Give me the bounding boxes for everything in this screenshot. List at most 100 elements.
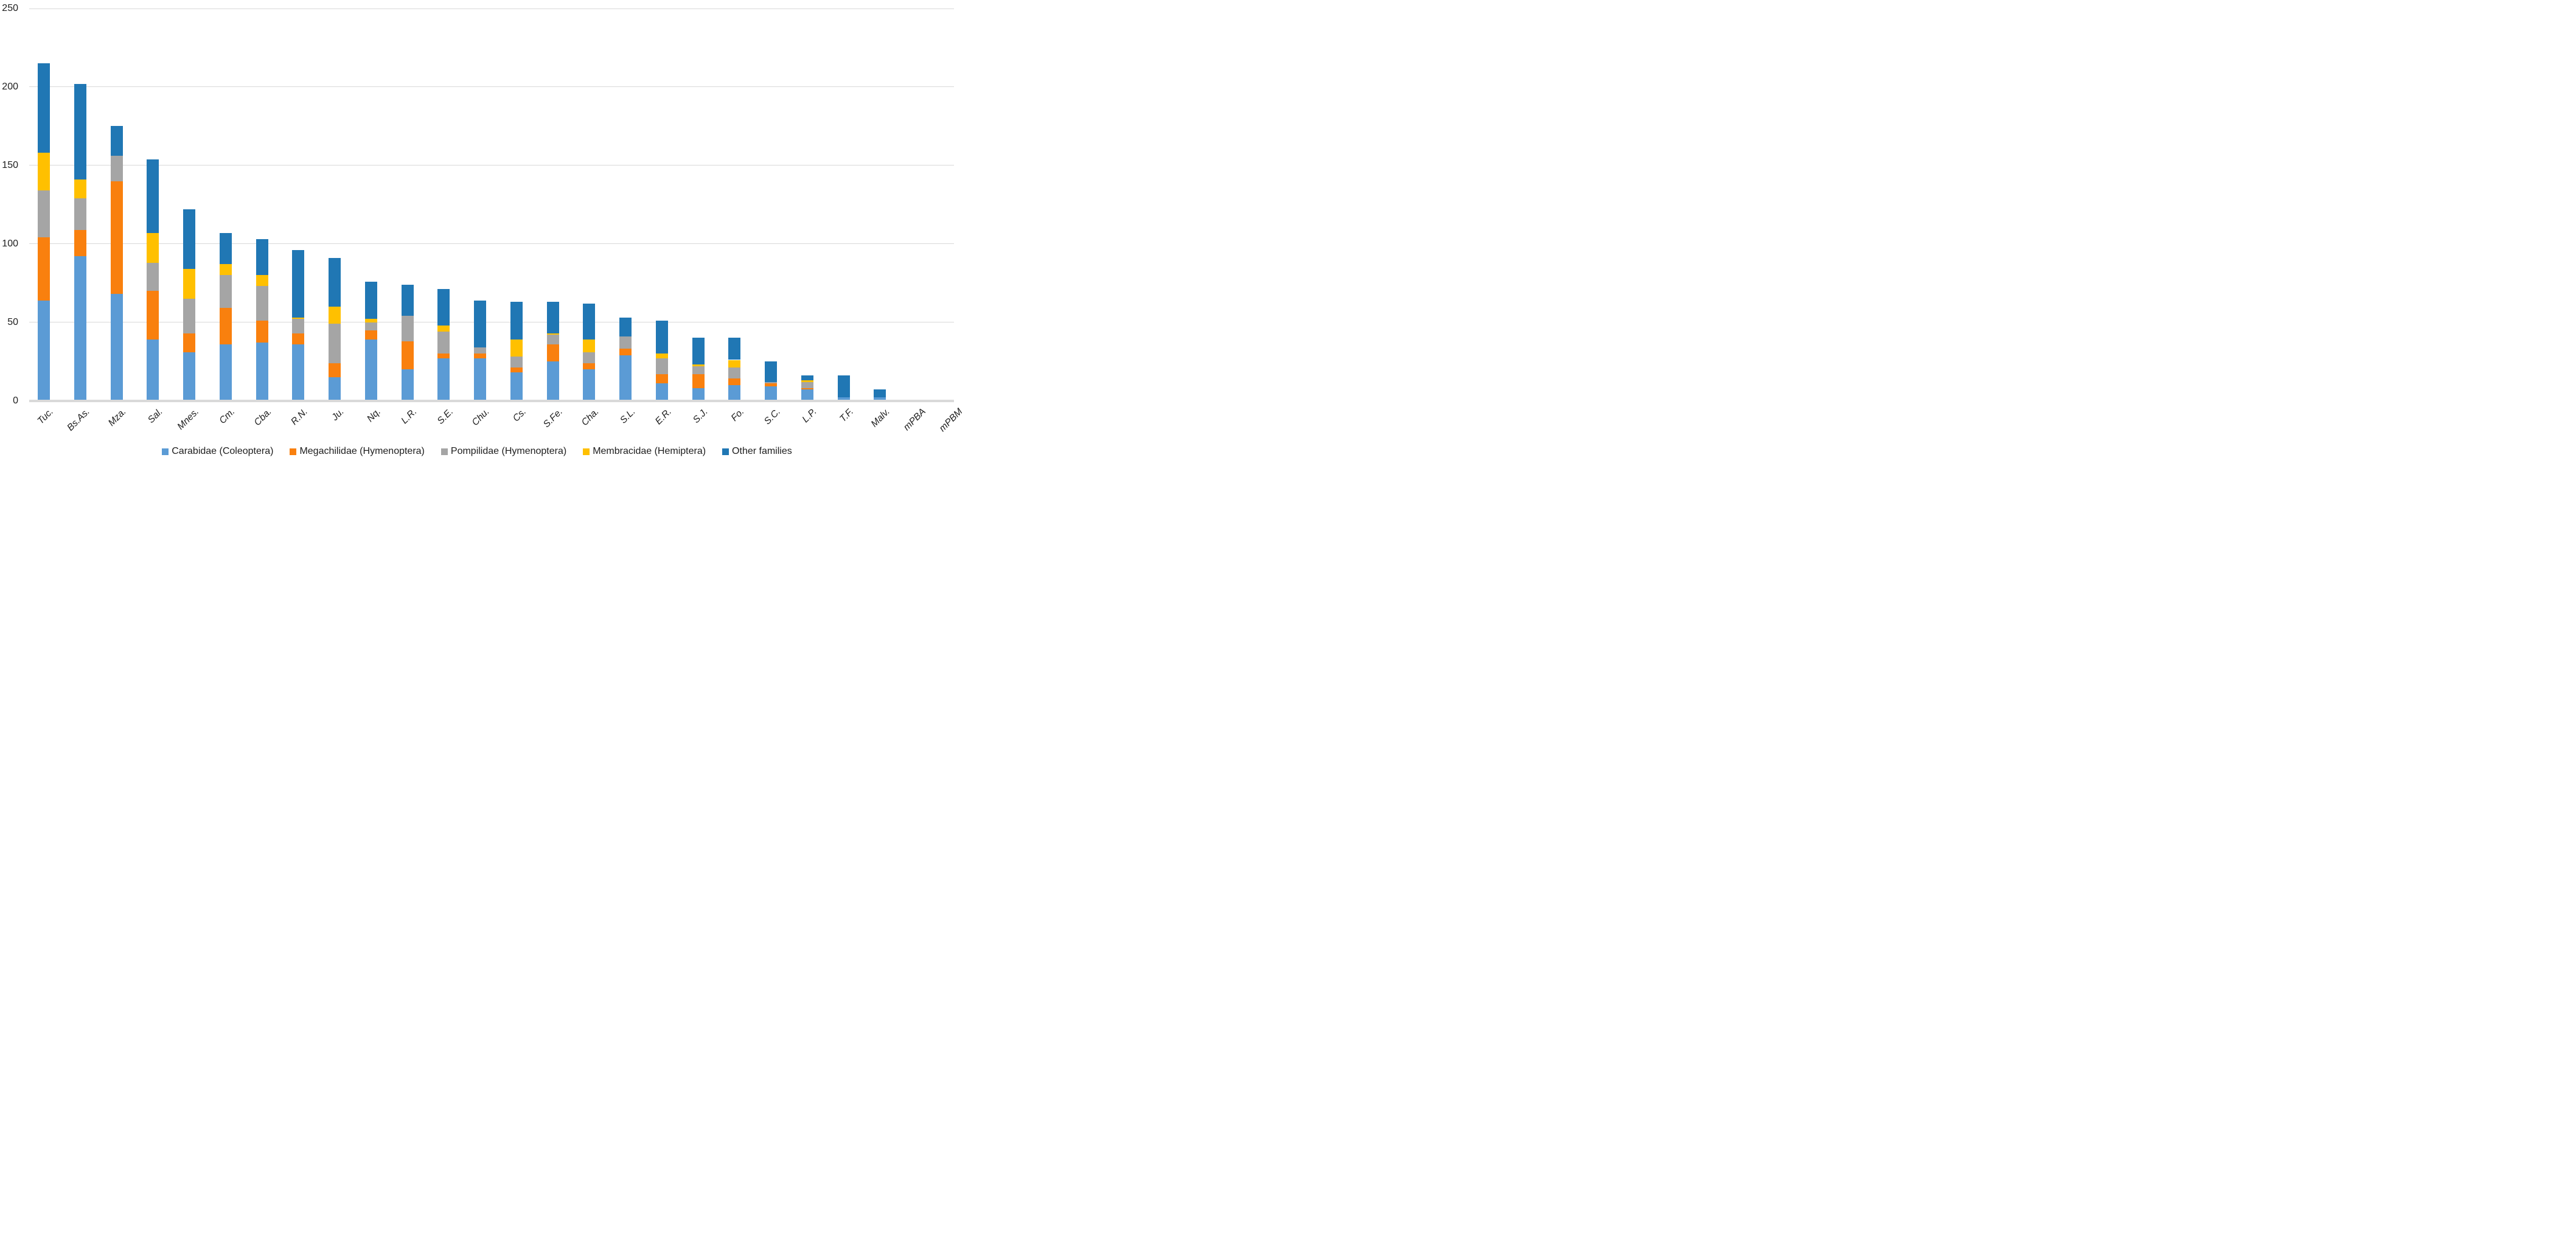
segment-membracidae [583,339,596,352]
segment-megachilidae [329,363,341,377]
bar-mpbm [947,0,959,401]
segment-pompilidae [728,367,741,379]
segment-membracidae [801,380,813,382]
x-axis-label: L.R. [399,406,419,427]
segment-other [219,232,232,265]
x-axis-label: S.C. [762,406,783,427]
legend: Carabidae (Coleoptera) Megachilidae (Hyme… [0,446,954,457]
segment-megachilidae [74,229,86,257]
x-axis-label: S.E. [435,406,456,427]
segment-other [692,338,705,365]
x-axis-label: Tuc. [35,406,56,427]
x-axis-label: Nq. [364,406,383,425]
segment-megachilidae [110,181,123,294]
x-axis-label: E.R. [653,406,674,427]
legend-swatch-icon [440,448,448,455]
segment-other [110,126,123,156]
segment-pompilidae [183,298,196,333]
segment-carabidae [583,369,596,401]
segment-membracidae [38,153,50,191]
x-axis-label: S.J. [691,406,710,425]
segment-carabidae [183,352,196,401]
segment-membracidae [728,360,741,368]
gridline-200 [29,86,954,88]
y-tick-label: 50 [7,316,18,327]
segment-carabidae [474,358,487,401]
segment-pompilidae [437,332,450,354]
segment-megachilidae [292,333,305,344]
segment-other [329,257,341,307]
legend-swatch-icon [583,448,590,455]
segment-megachilidae [655,374,668,384]
segment-pompilidae [364,322,377,330]
segment-megachilidae [801,388,813,390]
x-axis-label: Cs. [510,406,528,424]
bar-sj [692,0,705,401]
segment-pompilidae [401,316,414,341]
segment-carabidae [837,397,850,401]
y-tick-label: 0 [13,395,18,406]
segment-other [655,321,668,354]
segment-carabidae [219,344,232,401]
segment-megachilidae [219,308,232,344]
bar-mza [110,0,123,401]
legend-item-megachilidae: Megachilidae (Hymenoptera) [290,446,425,457]
bar-ju [329,0,341,401]
legend-swatch-icon [162,448,169,455]
bar-rn [292,0,305,401]
bar-sc [765,0,778,401]
bar-sfe [546,0,559,401]
segment-carabidae [401,369,414,401]
segment-pompilidae [38,190,50,238]
bar-bsas [74,0,86,401]
segment-pompilidae [655,358,668,374]
segment-megachilidae [256,321,268,343]
segment-other [147,159,159,233]
segment-carabidae [292,344,305,401]
segment-carabidae [110,294,123,401]
segment-membracidae [510,339,523,357]
segment-membracidae [147,232,159,263]
segment-carabidae [329,377,341,401]
segment-carabidae [728,385,741,401]
segment-other [474,300,487,347]
segment-pompilidae [619,336,632,349]
segment-pompilidae [147,262,159,291]
segment-carabidae [546,361,559,401]
bar-lp [801,0,813,401]
x-axis-label: Mnes. [175,406,201,432]
x-axis-label: Cba. [252,406,274,428]
segment-pompilidae [474,347,487,354]
segment-membracidae [692,364,705,366]
legend-label: Pompilidae (Hymenoptera) [450,446,567,456]
segment-carabidae [256,343,268,401]
x-axis-label: Sal. [145,406,165,425]
legend-item-membracidae: Membracidae (Hemiptera) [583,446,706,457]
bar-fo [728,0,741,401]
segment-pompilidae [74,198,86,230]
segment-megachilidae [147,291,159,340]
segment-carabidae [692,388,705,401]
segment-pompilidae [256,286,268,321]
segment-other [546,302,559,333]
legend-swatch-icon [722,448,729,455]
legend-item-pompilidae: Pompilidae (Hymenoptera) [440,446,567,457]
legend-label: Megachilidae (Hymenoptera) [299,446,425,456]
segment-carabidae [765,386,778,401]
x-axis-label: Fo. [729,406,747,423]
segment-other [510,302,523,340]
legend-label: Carabidae (Coleoptera) [172,446,274,456]
y-tick-label: 250 [2,3,18,13]
segment-pompilidae [219,275,232,308]
x-axis-label: mPBM [937,406,965,434]
segment-pompilidae [801,381,813,388]
segment-megachilidae [765,383,778,387]
bar-mpba [910,0,922,401]
segment-other [874,389,886,398]
segment-carabidae [619,355,632,401]
bar-malv [874,0,886,401]
y-tick-label: 100 [2,238,18,249]
segment-pompilidae [692,366,705,374]
segment-other [256,239,268,276]
x-axis-label: S.Fe. [541,406,565,430]
